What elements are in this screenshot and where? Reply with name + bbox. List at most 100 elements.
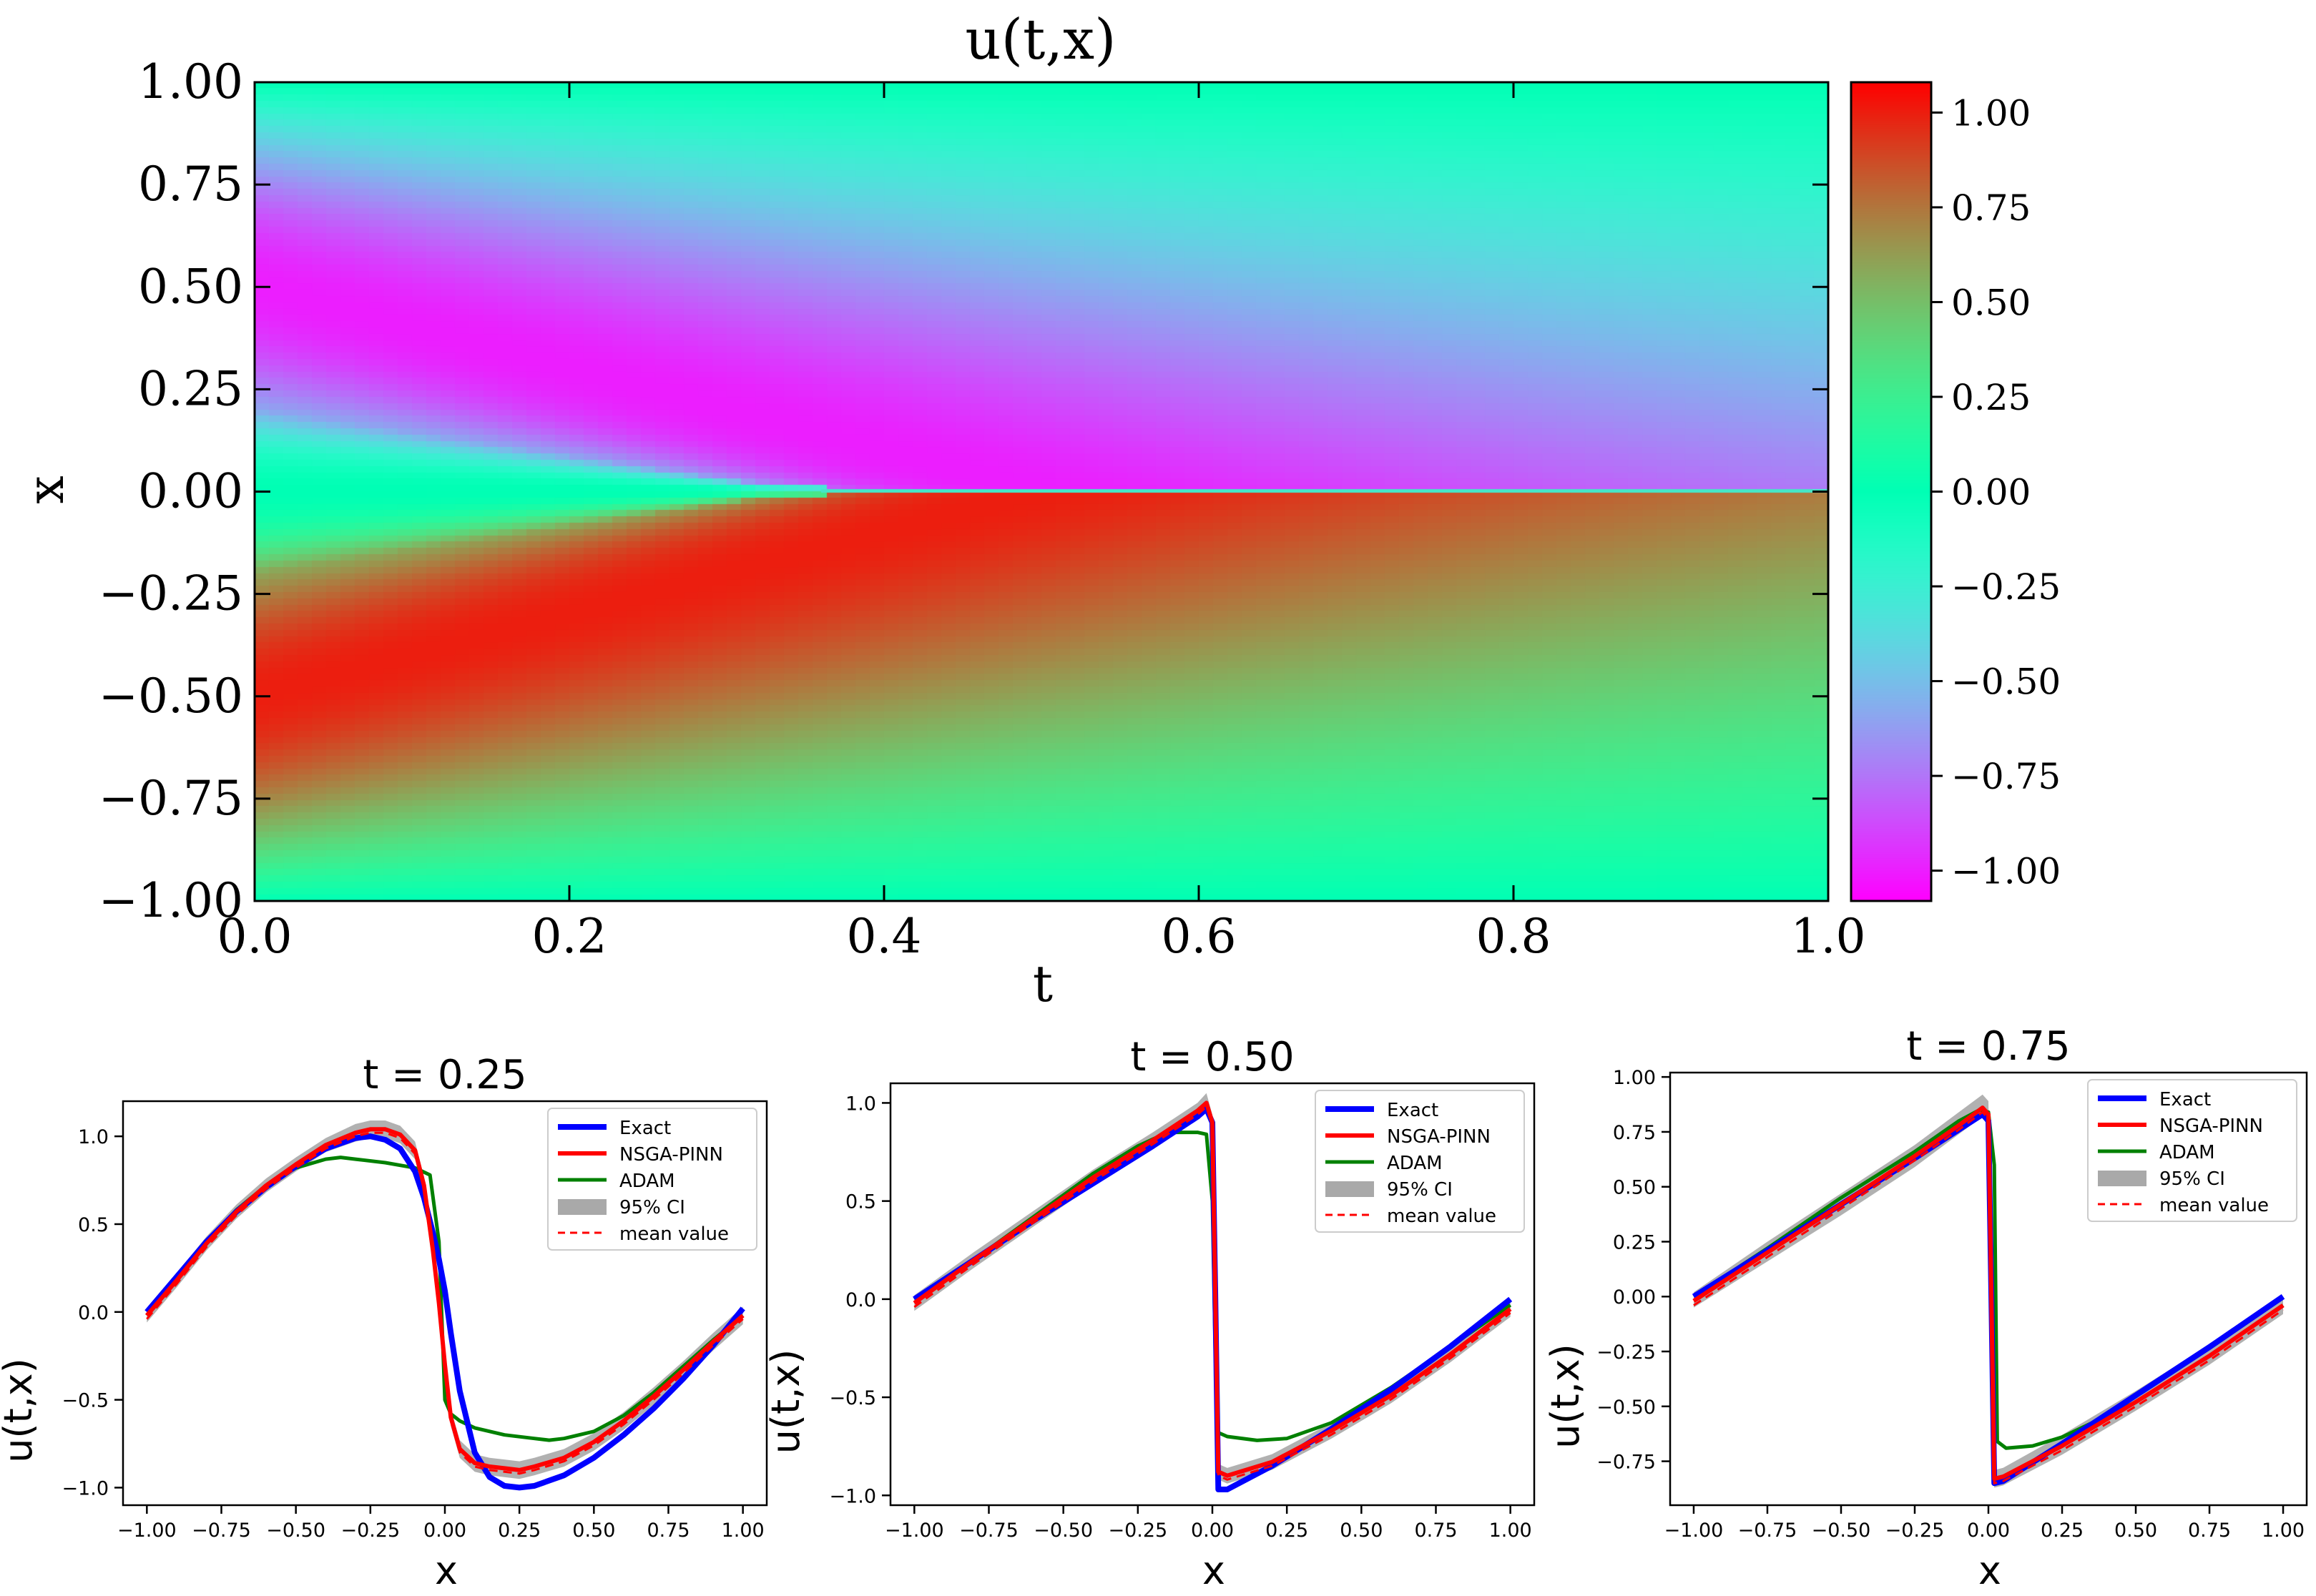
x-axis-label: x (1202, 1548, 1225, 1593)
colorbar-tick-label: 0.50 (1951, 282, 2031, 323)
legend-label: mean value (2159, 1195, 2269, 1216)
legend-swatch-ci (1325, 1181, 1374, 1197)
heatmap-x-ticks: 0.0 0.2 0.4 0.6 0.8 1.0 (217, 82, 1866, 964)
x-tick-label: 0.25 (498, 1519, 541, 1542)
y-tick-label: −0.75 (1596, 1452, 1656, 1474)
x-tick-label: 0.00 (1967, 1519, 2010, 1542)
legend-label: 95% CI (1387, 1179, 1453, 1201)
legend-label: NSGA-PINN (619, 1144, 723, 1166)
y-tick-label: −0.50 (1596, 1396, 1656, 1419)
legend: Exact NSGA-PINN ADAM 95% CI mean value (2087, 1079, 2297, 1222)
y-tick-label: −0.5 (62, 1390, 109, 1412)
legend-label: ADAM (619, 1171, 675, 1192)
x-tick-label: −1.00 (1664, 1519, 1724, 1542)
colorbar-wrap (1851, 82, 1931, 901)
legend-swatch-ci (2098, 1171, 2146, 1186)
x-tick-label: 0.50 (1340, 1519, 1383, 1542)
heatmap-x-tick-label: 1.0 (1791, 909, 1866, 964)
colorbar-tick-label: −1.00 (1951, 851, 2061, 892)
plot-title: t = 0.75 (1906, 1023, 2070, 1070)
heatmap-y-tick-label: 0.25 (138, 361, 243, 416)
series-line-nsgapinn (1692, 1105, 2285, 1482)
x-tick-label: −1.00 (885, 1519, 944, 1542)
heatmap-ylabel: x (16, 476, 75, 503)
y-tick-label: 0.00 (1613, 1286, 1656, 1309)
colorbar-tick-label: −0.50 (1951, 661, 2061, 703)
x-tick-label: 1.00 (2262, 1519, 2305, 1542)
heatmap-y-tick-label: 1.00 (138, 54, 243, 109)
line-plot-t025: t = 0.25−1.00 −0.75 −0.50 −0.25 0.00 0.25 0.50… (0, 1052, 768, 1593)
heatmap-xlabel: t (1033, 955, 1053, 1013)
plot-title: t = 0.50 (1130, 1034, 1294, 1080)
legend-label: NSGA-PINN (2159, 1115, 2263, 1137)
heatmap-y-tick-label: −1.00 (99, 873, 243, 928)
y-axis-label: u(t,x) (1543, 1344, 1588, 1449)
y-tick-label: 0.25 (1613, 1231, 1656, 1253)
heatmap-image-wrap (255, 82, 1828, 901)
x-tick-label: −0.75 (959, 1519, 1019, 1542)
heatmap-x-tick-label: 0.4 (847, 909, 922, 964)
legend-label: Exact (2159, 1089, 2211, 1110)
x-tick-label: −0.25 (1108, 1519, 1167, 1542)
y-axis-label: u(t,x) (763, 1349, 808, 1454)
ci-band (914, 1093, 1511, 1484)
heatmap-y-tick-label: −0.25 (99, 566, 243, 621)
legend-swatch-ci (558, 1199, 607, 1215)
series-line-mean (913, 1105, 1511, 1481)
legend-label: mean value (619, 1223, 729, 1245)
legend: Exact NSGA-PINN ADAM 95% CI mean value (1315, 1090, 1525, 1233)
heatmap-x-tick-label: 0.2 (532, 909, 607, 964)
heatmap-x-tick-label: 0.8 (1476, 909, 1551, 964)
y-tick-label: 0.50 (1613, 1177, 1656, 1199)
x-tick-label: 1.00 (1489, 1519, 1532, 1542)
heatmap-y-tick-label: 0.00 (138, 464, 243, 519)
legend: Exact NSGA-PINN ADAM 95% CI mean value (547, 1108, 757, 1251)
series-line-mean (146, 1131, 744, 1475)
heatmap-x-tick-label: 0.6 (1162, 909, 1237, 964)
heatmap-y-tick-label: −0.75 (99, 771, 243, 826)
x-tick-label: 0.50 (572, 1519, 615, 1542)
x-tick-label: −0.25 (1885, 1519, 1945, 1542)
line-plot-t075: t = 0.75 −1.00 −0.75 −0.50 −0.25 0.00 0.25 0.50… (1543, 1023, 2308, 1593)
x-axis-label: x (1978, 1548, 2001, 1593)
legend-label: ADAM (1387, 1153, 1443, 1174)
legend-label: ADAM (2159, 1142, 2215, 1163)
y-tick-label: 0.0 (845, 1289, 876, 1311)
x-tick-label: 0.50 (2114, 1519, 2157, 1542)
x-tick-label: 0.25 (1265, 1519, 1308, 1542)
x-tick-label: −0.75 (1738, 1519, 1797, 1542)
series-line-mean (1693, 1110, 2284, 1485)
legend-label: NSGA-PINN (1387, 1126, 1491, 1148)
x-tick-label: −0.75 (192, 1519, 251, 1542)
heatmap-y-tick-label: −0.50 (99, 669, 243, 724)
colorbar-tick-label: −0.75 (1951, 756, 2061, 797)
legend-label: 95% CI (619, 1197, 685, 1218)
x-tick-label: −0.25 (340, 1519, 400, 1542)
y-tick-label: 1.00 (1613, 1067, 1656, 1089)
series-line-nsgapinn (913, 1100, 1512, 1478)
x-tick-label: 0.00 (423, 1519, 466, 1542)
x-axis-label: x (435, 1548, 458, 1593)
legend-label: Exact (1387, 1100, 1438, 1121)
heatmap-y-ticks: 1.00 0.75 0.50 0.25 0.00 −0.25 −0.50 −0.75 −1.00 (99, 54, 1828, 928)
y-tick-label: 1.0 (78, 1126, 109, 1148)
y-tick-label: 0.0 (78, 1302, 109, 1324)
colorbar-tick-label: 0.00 (1951, 472, 2031, 513)
y-tick-label: 0.75 (1613, 1122, 1656, 1144)
y-tick-label: 1.0 (845, 1093, 876, 1115)
x-tick-label: 1.00 (722, 1519, 765, 1542)
colorbar-tick-label: −0.25 (1951, 566, 2061, 608)
heatmap-y-tick-label: 0.75 (138, 157, 243, 212)
x-tick-label: 0.00 (1191, 1519, 1234, 1542)
heatmap-y-tick-label: 0.50 (138, 259, 243, 314)
y-tick-label: −0.25 (1596, 1341, 1656, 1364)
plot-title: t = 0.25 (363, 1052, 526, 1098)
colorbar-ticks: 1.00 0.75 0.50 0.25 0.00 −0.25 −0.50 −0.75 −1.00 (1931, 92, 2061, 892)
x-tick-label: −0.50 (1034, 1519, 1093, 1542)
colorbar-gradient (1851, 82, 1931, 901)
line-plot-t050: t = 0.50 −1.00 −0.75 −0.50 −0.25 0.00 0.25 0.50… (763, 1034, 1536, 1593)
legend-label: Exact (619, 1118, 671, 1139)
x-tick-label: 0.25 (2041, 1519, 2084, 1542)
colorbar-tick-label: 0.25 (1951, 377, 2031, 418)
heatmap-panel: u(t,x) 0.0 0.2 0.4 0.6 0.8 1.0 1.000.750.500.… (16, 8, 2061, 1013)
